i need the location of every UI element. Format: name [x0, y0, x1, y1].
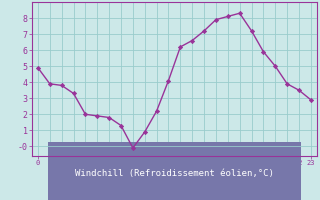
X-axis label: Windchill (Refroidissement éolien,°C): Windchill (Refroidissement éolien,°C) — [75, 169, 274, 178]
